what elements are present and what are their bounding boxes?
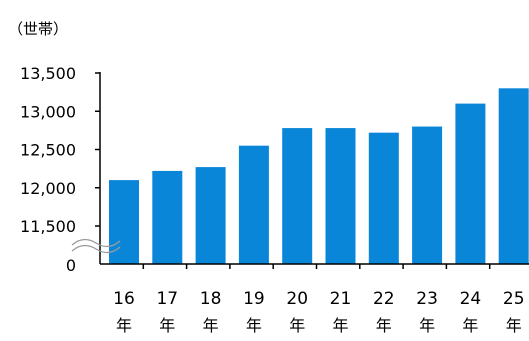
x-tick-label-suffix: 年 [376,316,392,335]
x-tick-label-year: 20 [286,289,308,309]
axis-break-mark [71,244,121,254]
y-tick-labels: 13,500 13,000 12,500 12,000 11,500 0 [20,64,76,275]
x-tick-label-suffix: 年 [159,316,175,335]
y-tick-label-zero: 0 [66,256,76,275]
x-tick-label-year: 17 [156,289,178,309]
x-tick-label-suffix: 年 [462,316,478,335]
x-tick-label-year: 24 [460,289,482,309]
bar [455,103,486,264]
x-tick-label-year: 23 [416,289,438,309]
y-tick-label: 13,000 [20,102,76,121]
axis-break-mark [71,238,121,248]
bar [412,126,443,264]
bar [238,145,269,264]
bar [282,128,313,264]
bar [195,167,226,264]
y-tick-label: 13,500 [20,64,76,83]
bar [152,170,183,264]
x-tick-label-year: 16 [113,289,135,309]
y-tick-label: 12,000 [20,179,76,198]
x-tick-label-suffix: 年 [116,316,132,335]
x-tick-label-year: 19 [243,289,265,309]
x-tick-label-year: 18 [200,289,222,309]
x-tick-label-suffix: 年 [506,316,522,335]
x-tick-label-year: 22 [373,289,395,309]
bar [325,128,356,264]
bars [109,88,529,264]
x-tick-label-suffix: 年 [246,316,262,335]
y-tick-label: 11,500 [20,217,76,236]
y-tick-label: 12,500 [20,141,76,160]
x-tick-label-suffix: 年 [289,316,305,335]
y-axis-unit-label: （世帯） [8,20,68,38]
x-tick-label-suffix: 年 [203,316,219,335]
bar [498,88,529,264]
x-tick-label-suffix: 年 [332,316,348,335]
bar [109,180,139,264]
x-tick-label-suffix: 年 [419,316,435,335]
x-tick-labels: 16 年 17 年 18 年 19 年 20 年 21 年 22 年 23 年 24 年 25 年 [113,289,524,335]
x-tick-label-year: 25 [503,289,525,309]
x-tick-label-year: 21 [330,289,352,309]
axes [71,72,529,269]
bar [368,132,399,264]
